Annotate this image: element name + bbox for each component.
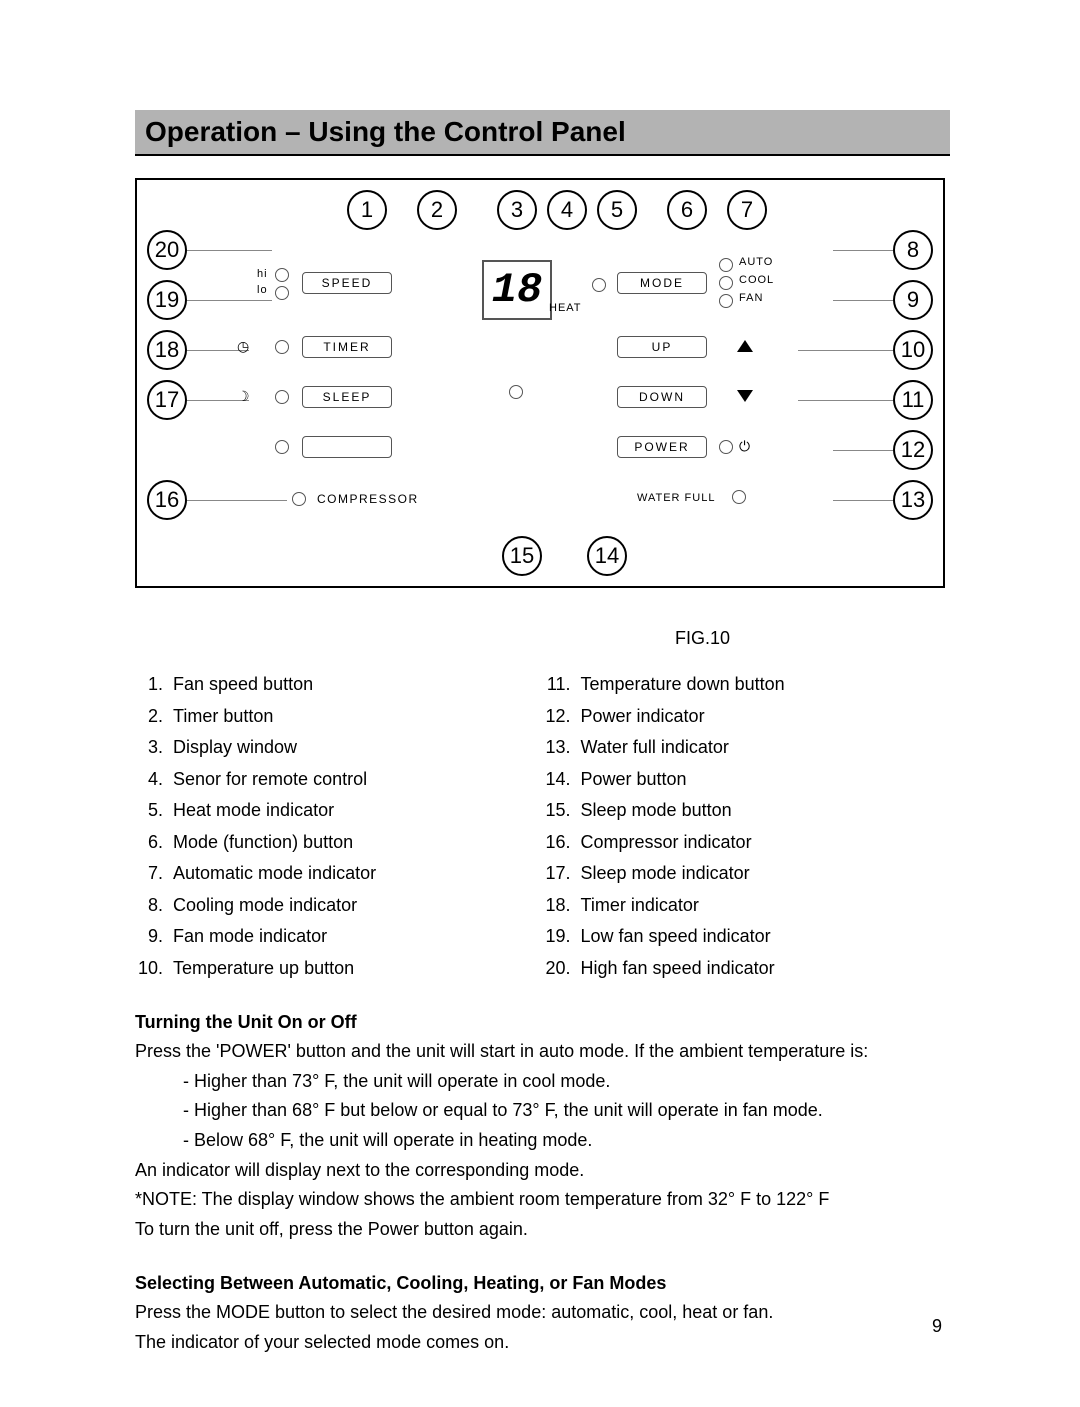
callout-12: 12 — [893, 430, 933, 470]
up-button[interactable]: UP — [617, 336, 707, 358]
legend-item: 16.Compressor indicator — [543, 827, 951, 859]
legend-item: 20.High fan speed indicator — [543, 953, 951, 985]
speed-button[interactable]: SPEED — [302, 272, 392, 294]
figure-caption: FIG.10 — [455, 628, 950, 649]
callout-7: 7 — [727, 190, 767, 230]
legend-item: 14.Power button — [543, 764, 951, 796]
callout-18: 18 — [147, 330, 187, 370]
power-icon: ⏻ — [739, 438, 751, 455]
legend-item: 10.Temperature up button — [135, 953, 543, 985]
legend: 1.Fan speed button2.Timer button3.Displa… — [135, 669, 950, 984]
arrow-down-icon — [737, 390, 753, 402]
timer-indicator — [275, 340, 289, 354]
remote-sensor — [509, 385, 523, 399]
compressor-label: COMPRESSOR — [317, 492, 419, 506]
legend-item: 17.Sleep mode indicator — [543, 858, 951, 890]
legend-item: 19.Low fan speed indicator — [543, 921, 951, 953]
selecting-l1: Press the MODE button to select the desi… — [135, 1298, 950, 1328]
power-button[interactable]: POWER — [617, 436, 707, 458]
selecting-l2: The indicator of your selected mode come… — [135, 1328, 950, 1358]
callout-20: 20 — [147, 230, 187, 270]
legend-item: 3.Display window — [135, 732, 543, 764]
sleep-indicator — [275, 390, 289, 404]
callout-1: 1 — [347, 190, 387, 230]
compressor-indicator — [292, 492, 306, 506]
callout-11: 11 — [893, 380, 933, 420]
turning-heading: Turning the Unit On or Off — [135, 1012, 950, 1033]
timer-icon: ◷ — [237, 338, 250, 355]
turning-l2: *NOTE: The display window shows the ambi… — [135, 1185, 950, 1215]
callout-3: 3 — [497, 190, 537, 230]
timer-button[interactable]: TIMER — [302, 336, 392, 358]
legend-item: 15.Sleep mode button — [543, 795, 951, 827]
auto-indicator — [719, 258, 733, 272]
display-window: 18 — [482, 260, 552, 320]
arrow-up-icon — [737, 340, 753, 352]
control-panel-diagram: 20 19 18 17 16 8 9 10 11 12 13 1 2 3 4 5… — [135, 178, 945, 588]
callout-19: 19 — [147, 280, 187, 320]
hi-label: hi — [257, 268, 268, 280]
legend-item: 4.Senor for remote control — [135, 764, 543, 796]
legend-item: 6.Mode (function) button — [135, 827, 543, 859]
callout-6: 6 — [667, 190, 707, 230]
callout-17: 17 — [147, 380, 187, 420]
lo-indicator — [275, 286, 289, 300]
hi-indicator — [275, 268, 289, 282]
page-number: 9 — [932, 1316, 942, 1337]
lo-label: lo — [257, 284, 268, 296]
callout-14: 14 — [587, 536, 627, 576]
callout-4: 4 — [547, 190, 587, 230]
callout-5: 5 — [597, 190, 637, 230]
sleep-icon: ☽ — [237, 388, 251, 405]
callout-8: 8 — [893, 230, 933, 270]
selecting-heading: Selecting Between Automatic, Cooling, He… — [135, 1273, 950, 1294]
selecting-text: Press the MODE button to select the desi… — [135, 1298, 950, 1357]
water-full-indicator — [732, 490, 746, 504]
legend-item: 7.Automatic mode indicator — [135, 858, 543, 890]
legend-item: 13.Water full indicator — [543, 732, 951, 764]
blank-button[interactable] — [302, 436, 392, 458]
legend-item: 12.Power indicator — [543, 701, 951, 733]
fan-indicator — [719, 294, 733, 308]
fan-label: FAN — [739, 292, 763, 304]
callout-16: 16 — [147, 480, 187, 520]
blank-indicator — [275, 440, 289, 454]
callout-15: 15 — [502, 536, 542, 576]
callout-13: 13 — [893, 480, 933, 520]
legend-item: 1.Fan speed button — [135, 669, 543, 701]
turning-intro: Press the 'POWER' button and the unit wi… — [135, 1037, 950, 1067]
water-full-label: WATER FULL — [637, 492, 715, 504]
callout-2: 2 — [417, 190, 457, 230]
page-title: Operation – Using the Control Panel — [135, 110, 950, 156]
down-button[interactable]: DOWN — [617, 386, 707, 408]
heat-indicator — [592, 278, 606, 292]
turning-l3: To turn the unit off, press the Power bu… — [135, 1215, 950, 1245]
legend-item: 11.Temperature down button — [543, 669, 951, 701]
callout-10: 10 — [893, 330, 933, 370]
power-indicator — [719, 440, 733, 454]
turning-b3: - Below 68° F, the unit will operate in … — [135, 1126, 950, 1156]
cool-indicator — [719, 276, 733, 290]
callout-9: 9 — [893, 280, 933, 320]
legend-item: 18.Timer indicator — [543, 890, 951, 922]
turning-b1: - Higher than 73° F, the unit will opera… — [135, 1067, 950, 1097]
turning-b2: - Higher than 68° F but below or equal t… — [135, 1096, 950, 1126]
auto-label: AUTO — [739, 256, 773, 268]
mode-button[interactable]: MODE — [617, 272, 707, 294]
turning-l1: An indicator will display next to the co… — [135, 1156, 950, 1186]
heat-label: HEAT — [549, 302, 582, 314]
legend-item: 8.Cooling mode indicator — [135, 890, 543, 922]
legend-item: 5.Heat mode indicator — [135, 795, 543, 827]
sleep-button[interactable]: SLEEP — [302, 386, 392, 408]
legend-item: 9.Fan mode indicator — [135, 921, 543, 953]
legend-item: 2.Timer button — [135, 701, 543, 733]
turning-text: Press the 'POWER' button and the unit wi… — [135, 1037, 950, 1245]
cool-label: COOL — [739, 274, 774, 286]
